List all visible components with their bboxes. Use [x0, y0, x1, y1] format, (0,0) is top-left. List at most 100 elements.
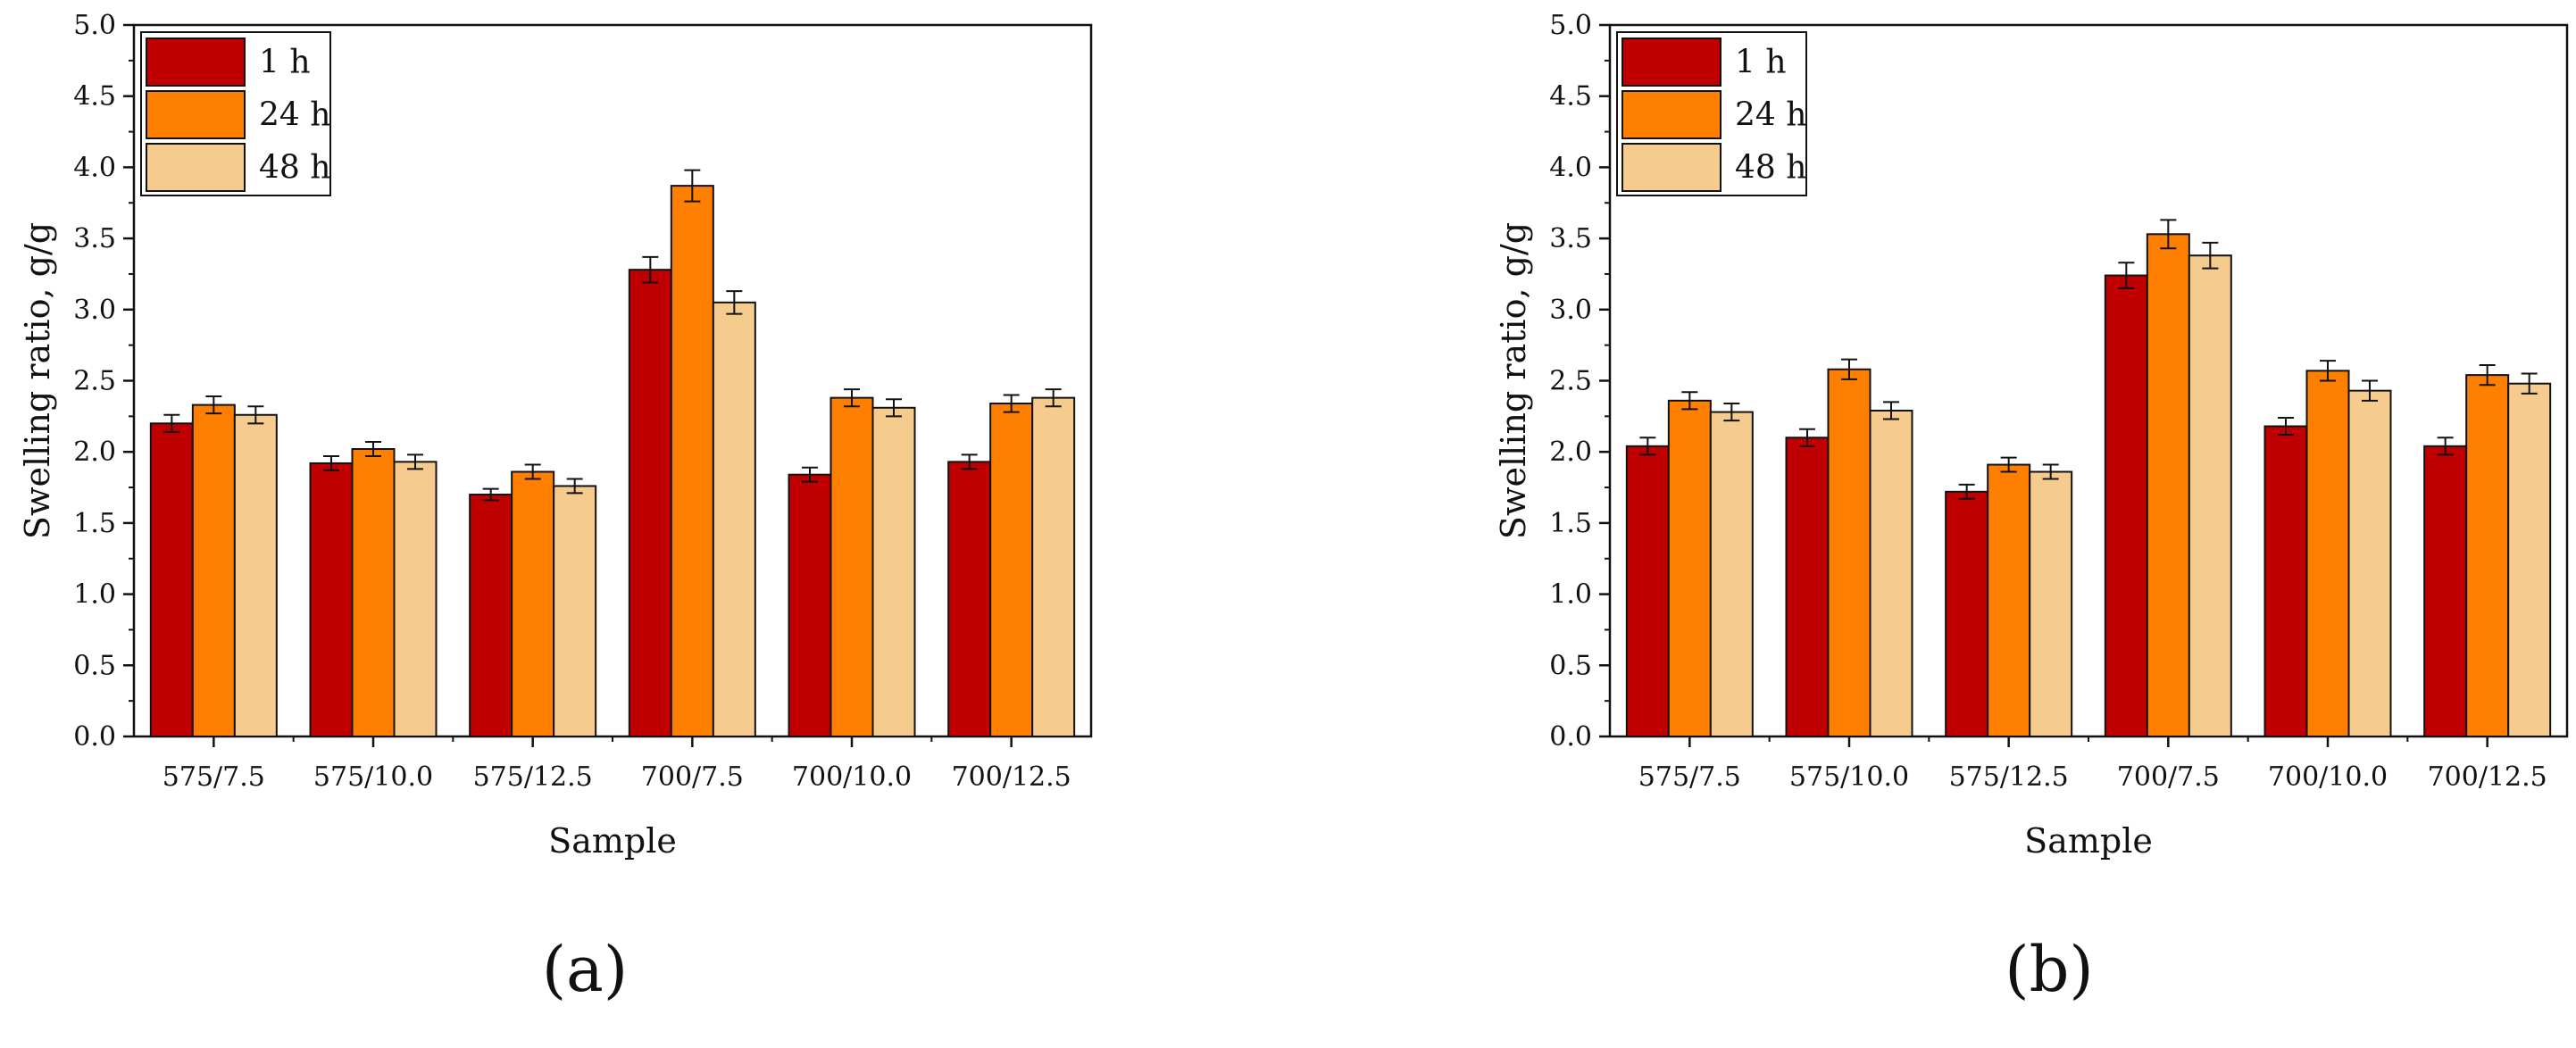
y-tick-label: 0.5 — [1549, 650, 1592, 681]
bar-24h-700/7.5 — [670, 185, 714, 737]
bar-1h-575/10.0 — [309, 462, 354, 738]
bar-1h-700/12.5 — [947, 461, 992, 737]
bar-48h-575/12.5 — [2029, 470, 2073, 737]
y-tick-label: 1.0 — [1549, 579, 1592, 611]
bar-48h-575/7.5 — [1709, 411, 1754, 737]
error-bar — [365, 441, 381, 457]
bar-24h-575/10.0 — [351, 448, 396, 737]
bar-1h-700/10.0 — [2263, 425, 2308, 737]
error-bar — [2042, 463, 2059, 480]
bar-1h-700/10.0 — [788, 473, 832, 737]
error-bar — [247, 405, 264, 425]
bar-24h-575/10.0 — [1827, 368, 1872, 737]
bar-1h-575/12.5 — [1945, 490, 1989, 737]
error-bar — [482, 487, 499, 502]
y-tick-label: 2.5 — [73, 366, 116, 397]
bar-24h-575/12.5 — [511, 470, 555, 737]
error-bar — [2202, 241, 2219, 270]
x-axis-title: Sample — [548, 821, 677, 861]
legend-label: 1 h — [259, 45, 311, 81]
error-bar — [2479, 363, 2496, 387]
y-tick-label: 0.0 — [1549, 721, 1592, 753]
error-bar — [1681, 391, 1698, 411]
x-tick-label: 575/12.5 — [473, 761, 593, 793]
legend-swatch-24h — [146, 90, 246, 139]
bar-24h-700/7.5 — [2146, 233, 2190, 737]
x-tick-label: 575/12.5 — [1949, 761, 2069, 793]
error-bar — [2362, 379, 2378, 402]
legend-swatch-1h — [146, 37, 246, 87]
legend-label: 48 h — [259, 150, 330, 187]
legend-label: 48 h — [1735, 150, 1806, 187]
bar-1h-700/7.5 — [2104, 274, 2148, 737]
bar-24h-700/12.5 — [989, 403, 1034, 737]
x-tick-label: 700/7.5 — [641, 761, 744, 793]
bar-24h-700/10.0 — [829, 396, 874, 737]
y-tick-label: 0.0 — [73, 721, 116, 753]
bar-48h-575/12.5 — [553, 485, 597, 737]
bar-48h-575/7.5 — [233, 413, 278, 737]
y-tick-label: 2.0 — [73, 437, 116, 468]
bar-1h-575/10.0 — [1785, 437, 1830, 737]
legend-swatch-1h — [1621, 37, 1722, 87]
error-bar — [1723, 403, 1740, 422]
error-bar — [2160, 219, 2177, 250]
bar-24h-575/7.5 — [191, 403, 236, 737]
panel-label: (b) — [2005, 933, 2093, 1006]
error-bar — [802, 466, 818, 483]
y-tick-label: 4.5 — [73, 81, 116, 112]
y-tick-label: 3.5 — [73, 223, 116, 254]
bar-48h-700/7.5 — [712, 301, 756, 737]
error-bar — [323, 454, 339, 471]
legend: 1 h 24 h 48 h — [140, 31, 331, 196]
error-bar — [2437, 437, 2454, 456]
error-bar — [2521, 372, 2538, 395]
bar-1h-575/7.5 — [149, 422, 194, 737]
y-tick-label: 3.5 — [1549, 223, 1592, 254]
legend-swatch-48h — [1621, 143, 1722, 192]
x-tick-label: 700/12.5 — [2428, 761, 2547, 793]
legend-label: 24 h — [259, 97, 330, 134]
bar-48h-700/10.0 — [2347, 389, 2392, 737]
x-tick-label: 575/10.0 — [1789, 761, 1909, 793]
bar-48h-700/12.5 — [2507, 382, 2552, 737]
y-tick-label: 4.0 — [73, 152, 116, 183]
error-bar — [642, 255, 659, 284]
y-tick-label: 3.0 — [73, 295, 116, 326]
error-bar — [2320, 360, 2336, 382]
chart-panel-a: 0.0 0.5 1.0 1.5 2.0 2.5 3.0 3.5 4.0 4.5 5.0 575/7.5… — [18, 10, 1093, 1006]
y-tick-label: 1.0 — [73, 579, 116, 611]
y-tick-label: 1.5 — [1549, 508, 1592, 539]
y-tick-label: 4.5 — [1549, 81, 1592, 112]
legend-swatch-24h — [1621, 90, 1722, 139]
error-bar — [163, 413, 180, 433]
bar-48h-575/10.0 — [393, 461, 438, 737]
error-bar — [2278, 416, 2294, 437]
error-bar — [407, 453, 423, 470]
error-bar — [1045, 388, 1062, 408]
legend-swatch-48h — [146, 143, 246, 192]
y-tick-label: 5.0 — [73, 10, 116, 41]
y-tick-label: 5.0 — [1549, 10, 1592, 41]
y-tick-label: 2.5 — [1549, 366, 1592, 397]
chart-panel-b: 0.0 0.5 1.0 1.5 2.0 2.5 3.0 3.5 4.0 4.5 5.0 575/7.5… — [1494, 10, 2569, 1006]
y-tick-label: 2.0 — [1549, 437, 1592, 468]
error-bar — [2118, 262, 2135, 289]
error-bar — [2000, 456, 2017, 473]
y-axis-title: Swelling ratio, g/g — [18, 222, 57, 539]
x-tick-label: 700/12.5 — [952, 761, 1071, 793]
bar-1h-700/7.5 — [628, 269, 672, 737]
bar-24h-575/7.5 — [1667, 399, 1712, 737]
legend: 1 h 24 h 48 h — [1616, 31, 1807, 196]
error-bar — [961, 453, 978, 470]
y-tick-label: 4.0 — [1549, 152, 1592, 183]
panel-label: (a) — [542, 933, 628, 1006]
error-bar — [1841, 358, 1857, 380]
bar-1h-575/12.5 — [469, 494, 513, 738]
x-tick-label: 575/7.5 — [163, 761, 265, 793]
error-bar — [1799, 428, 1815, 447]
bar-24h-700/10.0 — [2305, 370, 2350, 737]
error-bar — [1639, 437, 1656, 456]
error-bar — [684, 169, 701, 203]
error-bar — [566, 478, 583, 495]
